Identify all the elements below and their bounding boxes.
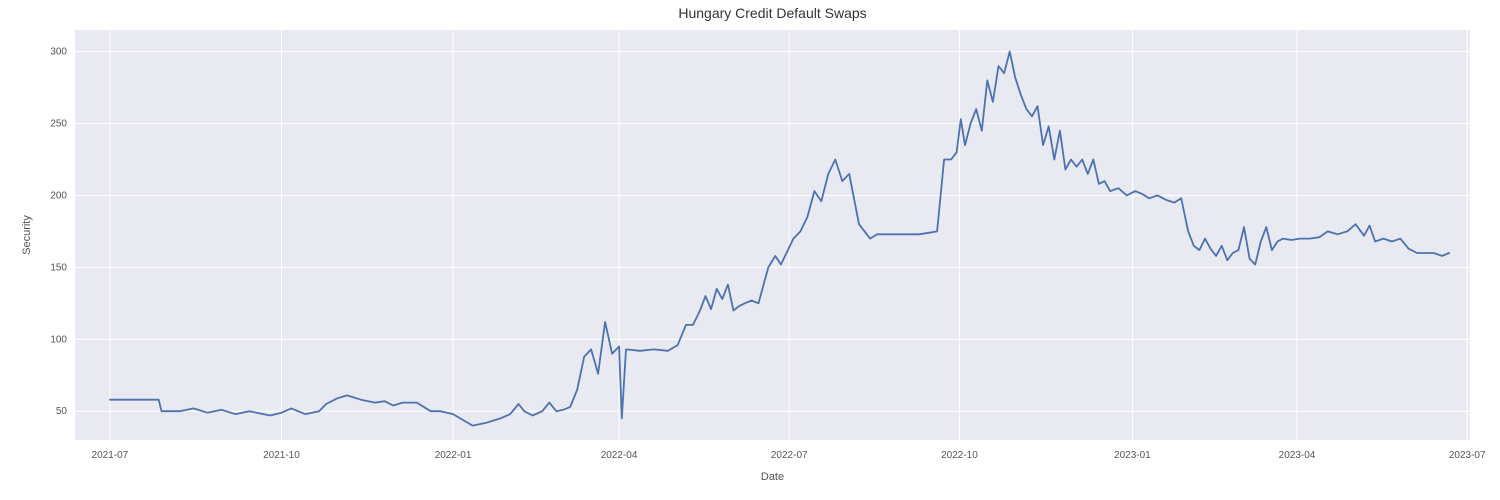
x-tick-label: 2023-04: [1279, 450, 1316, 461]
chart-svg: 50 100 150 200 250 300 2021-07 2021-10 2022-01 20…: [0, 0, 1500, 500]
x-axis-label: Date: [761, 471, 784, 483]
y-tick-label: 250: [50, 119, 67, 130]
y-tick-label: 150: [50, 262, 67, 273]
x-tick-label: 2023-01: [1114, 450, 1151, 461]
y-axis-label: Security: [21, 215, 33, 255]
y-tick-label: 200: [50, 190, 67, 201]
x-tick-label: 2022-01: [435, 450, 472, 461]
y-tick-label: 100: [50, 334, 67, 345]
plot-background: [75, 30, 1470, 440]
x-tick-label: 2021-10: [263, 450, 300, 461]
cds-chart: 50 100 150 200 250 300 2021-07 2021-10 2022-01 20…: [0, 0, 1500, 500]
x-tick-label: 2021-07: [92, 450, 129, 461]
x-tick-label: 2022-07: [771, 450, 808, 461]
y-tick-label: 300: [50, 47, 67, 58]
x-tick-label: 2022-10: [941, 450, 978, 461]
x-tick-label: 2023-07: [1449, 450, 1486, 461]
y-tick-label: 50: [56, 406, 68, 417]
x-tick-label: 2022-04: [601, 450, 638, 461]
chart-title: Hungary Credit Default Swaps: [678, 5, 866, 21]
